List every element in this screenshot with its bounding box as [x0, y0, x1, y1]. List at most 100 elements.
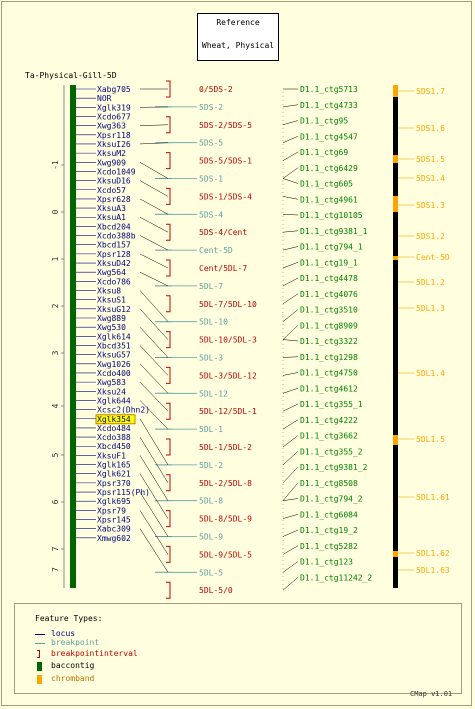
breakpoint-label[interactable]: 5DL-1 [199, 425, 223, 434]
locus-label[interactable]: Xcdo677 [97, 112, 131, 121]
locus-label[interactable]: Xpsr145 [97, 516, 131, 525]
locus-label[interactable]: Xglk644 [97, 396, 131, 405]
contig-label[interactable]: D1.1_ctg11242_2 [300, 573, 372, 582]
locus-label[interactable]: Xwg564 [97, 268, 126, 277]
chromband-label[interactable]: 5DS1.4 [416, 174, 445, 183]
contig-label[interactable]: D1.1_ctg9381_2 [300, 463, 368, 472]
chromband-label[interactable]: 5DL1.61 [416, 493, 450, 502]
contig-label[interactable]: D1.1_ctg8909 [300, 321, 358, 330]
contig-label[interactable]: D1.1_ctg1298 [300, 353, 358, 362]
interval-label[interactable]: 5DL-1/5DL-2 [199, 443, 252, 452]
contig-label[interactable]: D1.1_ctg4547 [300, 132, 358, 141]
locus-label[interactable]: Xpsr370 [97, 479, 131, 488]
chromband-label[interactable]: 5DL1.5 [416, 435, 445, 444]
chromband-label[interactable]: 5DL1.4 [416, 369, 445, 378]
contig-label[interactable]: D1.1_ctg4733 [300, 101, 358, 110]
chromband-label[interactable]: Cent-5D [416, 253, 450, 262]
contig-label[interactable]: D1.1_ctg4478 [300, 274, 358, 283]
locus-label[interactable]: Xcdo786 [97, 277, 131, 286]
interval-label[interactable]: 5DL-7/5DL-10 [199, 300, 257, 309]
locus-label[interactable]: XksuI26 [97, 140, 131, 149]
locus-label[interactable]: Xwg1026 [97, 360, 131, 369]
chromband-label[interactable]: 5DL1.63 [416, 566, 450, 575]
chromosome-bar[interactable] [70, 85, 76, 588]
contig-label[interactable]: D1.1_ctg19_1 [300, 258, 358, 267]
chromband-label[interactable]: 5DL1.62 [416, 549, 450, 558]
locus-label[interactable]: Xglk695 [97, 497, 131, 506]
breakpoint-label[interactable]: 5DL-5 [199, 568, 223, 577]
locus-label[interactable]: Xcdo400 [97, 369, 131, 378]
chromband-label[interactable]: 5DS1.6 [416, 124, 445, 133]
locus-label[interactable]: Xabc309 [97, 525, 131, 534]
locus-label[interactable]: Xabg705 [97, 85, 131, 94]
contig-label[interactable]: D1.1_ctg3662 [300, 432, 358, 441]
locus-label[interactable]: Xcdo484 [97, 424, 131, 433]
locus-label[interactable]: Xwg530 [97, 323, 126, 332]
interval-label[interactable]: 5DL-2/5DL-8 [199, 479, 252, 488]
locus-label[interactable]: Xbcd450 [97, 442, 131, 451]
interval-label[interactable]: 5DS-1/5DS-4 [199, 192, 252, 201]
locus-label[interactable]: Xglk319 [97, 103, 131, 112]
contig-label[interactable]: D1.1_ctg6429 [300, 164, 358, 173]
chromband-label[interactable]: 5DS1.3 [416, 201, 445, 210]
locus-label[interactable]: Xpsr79 [97, 506, 126, 515]
locus-label[interactable]: Xpsr128 [97, 250, 131, 259]
breakpoint-label[interactable]: 5DL-10 [199, 318, 228, 327]
locus-label[interactable]: Xwg583 [97, 378, 126, 387]
breakpoint-label[interactable]: 5DL-7 [199, 282, 223, 291]
contig-label[interactable]: D1.1_ctg95 [300, 117, 348, 126]
locus-label[interactable]: Xbcd351 [97, 341, 131, 350]
breakpoint-label[interactable]: Cent-5D [199, 246, 233, 255]
chromband-label[interactable]: 5DL1.3 [416, 304, 445, 313]
contig-label[interactable]: D1.1_ctg4750 [300, 369, 358, 378]
locus-label[interactable]: Xcdo388b [97, 232, 136, 241]
contig-label[interactable]: D1.1_ctg3322 [300, 337, 358, 346]
locus-label[interactable]: XksuD16 [97, 177, 131, 186]
locus-label[interactable]: Xwg363 [97, 122, 126, 131]
contig-label[interactable]: D1.1_ctg4222 [300, 416, 358, 425]
breakpoint-label[interactable]: 5DS-5 [199, 139, 223, 148]
interval-label[interactable]: 5DL-8/5DL-9 [199, 515, 252, 524]
locus-label[interactable]: XksuG57 [97, 351, 131, 360]
locus-label[interactable]: XksuM2 [97, 149, 126, 158]
locus-label[interactable]: Xglk354 [97, 415, 131, 424]
breakpoint-label[interactable]: 5DS-1 [199, 175, 223, 184]
contig-label[interactable]: D1.1_ctg794_1 [300, 243, 363, 252]
locus-label[interactable]: Xksu24 [97, 387, 126, 396]
contig-label[interactable]: D1.1_ctg9381_1 [300, 227, 368, 236]
locus-label[interactable]: Xcdo1049 [97, 167, 136, 176]
breakpoint-label[interactable]: 5DL-9 [199, 533, 223, 542]
locus-label[interactable]: Xglk614 [97, 332, 131, 341]
contig-label[interactable]: D1.1_ctg6084 [300, 510, 358, 519]
locus-label[interactable]: Xcdo57 [97, 186, 126, 195]
contig-label[interactable]: D1.1_ctg19_2 [300, 526, 358, 535]
breakpoint-label[interactable]: 5DS-2 [199, 103, 223, 112]
interval-label[interactable]: 5DL-3/5DL-12 [199, 371, 257, 380]
locus-label[interactable]: Xwg909 [97, 158, 126, 167]
chromband-label[interactable]: 5DL1.2 [416, 278, 445, 287]
breakpoint-label[interactable]: 5DL-2 [199, 461, 223, 470]
locus-label[interactable]: Xwg889 [97, 314, 126, 323]
contig-label[interactable]: D1.1_ctg4961 [300, 195, 358, 204]
chromband-label[interactable]: 5DS1.5 [416, 155, 445, 164]
locus-label[interactable]: Xksu8 [97, 287, 121, 296]
locus-label[interactable]: XksuF1 [97, 451, 126, 460]
interval-label[interactable]: Cent/5DL-7 [199, 264, 247, 273]
interval-label[interactable]: 5DS-5/5DS-1 [199, 157, 252, 166]
contig-label[interactable]: D1.1_ctg10105 [300, 211, 363, 220]
contig-label[interactable]: D1.1_ctg5713 [300, 85, 358, 94]
breakpoint-label[interactable]: 5DL-8 [199, 497, 223, 506]
contig-label[interactable]: D1.1_ctg4612 [300, 384, 358, 393]
contig-label[interactable]: D1.1_ctg355_1 [300, 400, 363, 409]
locus-label[interactable]: Xcdo388 [97, 433, 131, 442]
locus-label[interactable]: XksuA3 [97, 204, 126, 213]
locus-label[interactable]: Xpsr628 [97, 195, 131, 204]
contig-label[interactable]: D1.1_ctg605 [300, 180, 353, 189]
interval-label[interactable]: 0/5DS-2 [199, 85, 233, 94]
chromband-label[interactable]: 5DS1.2 [416, 232, 445, 241]
contig-label[interactable]: D1.1_ctg69 [300, 148, 348, 157]
interval-label[interactable]: 5DS-2/5DS-5 [199, 121, 252, 130]
contig-label[interactable]: D1.1_ctg8508 [300, 479, 358, 488]
breakpoint-label[interactable]: 5DL-12 [199, 389, 228, 398]
chromband-bar[interactable] [393, 85, 398, 588]
